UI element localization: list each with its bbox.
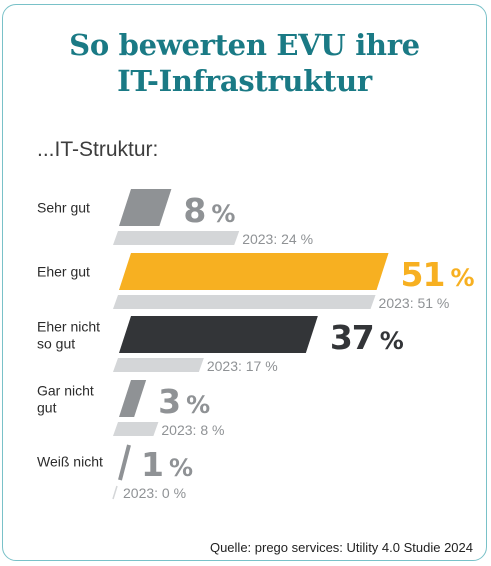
chart-title: So bewerten EVU ihre IT-Infrastruktur: [3, 27, 486, 99]
category-label: so gut: [37, 336, 75, 352]
bar-2024: [119, 253, 389, 290]
value-label-2024: 1%: [141, 445, 193, 484]
bar-2023: [113, 422, 159, 436]
bar-2023: [113, 231, 240, 245]
value-label-2023: 2023: 0 %: [123, 485, 186, 501]
bar-2024: [119, 189, 172, 226]
bar-2024: [118, 444, 131, 481]
value-label-2023: 2023: 51 %: [379, 295, 450, 311]
value-label-2023: 2023: 8 %: [161, 422, 224, 438]
bar-2024: [119, 316, 318, 353]
value-label-2023: 2023: 24 %: [242, 231, 313, 247]
category-label: Eher gut: [37, 264, 90, 280]
bar-2023: [112, 485, 118, 500]
source-note: Quelle: prego services: Utility 4.0 Stud…: [209, 540, 473, 555]
value-label-2024: 3%: [158, 382, 210, 421]
title-line-2: IT-Infrastruktur: [117, 64, 372, 98]
chart-card: So bewerten EVU ihre IT-Infrastruktur: [2, 4, 487, 561]
bar-2023: [113, 358, 204, 372]
value-label-2023: 2023: 17 %: [207, 358, 278, 374]
category-label: Eher nicht: [37, 319, 100, 335]
value-label-2024: 8%: [183, 191, 235, 230]
chart-subtitle: ...IT-Struktur:: [37, 138, 159, 161]
bar-2023: [113, 295, 376, 309]
title-line-1: So bewerten EVU ihre: [69, 28, 420, 62]
value-label-2024: 37%: [330, 318, 404, 357]
category-label: Gar nicht: [37, 383, 94, 399]
bar-2024: [119, 380, 147, 417]
category-label: Sehr gut: [37, 200, 90, 216]
category-label: Weiß nicht: [37, 454, 103, 470]
category-label: gut: [37, 400, 57, 416]
value-label-2024: 51%: [401, 255, 475, 294]
